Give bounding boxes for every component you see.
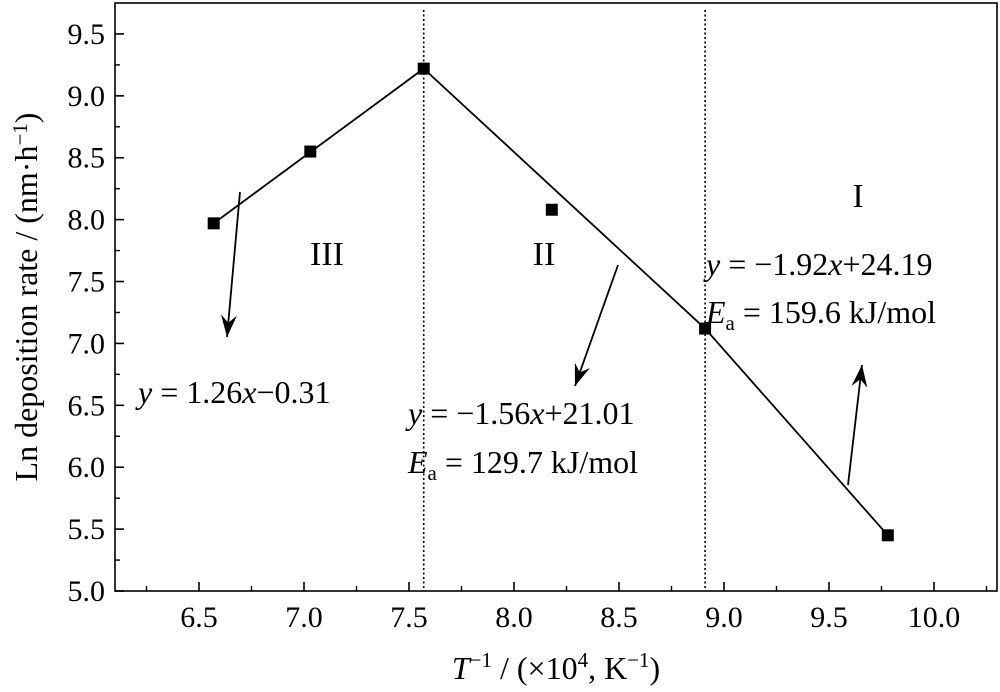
data-points: [207, 62, 894, 542]
y-tick-label: 7.5: [68, 266, 106, 299]
arrow-iii-head: [220, 314, 237, 337]
plot-frame: [114, 2, 998, 592]
y-tick-label: 6.0: [68, 451, 106, 484]
region-label-ii: II: [533, 236, 556, 273]
x-tick-label: 10.0: [908, 601, 961, 634]
fit-line: [213, 67, 425, 225]
y-tick-label: 8.5: [68, 142, 106, 175]
fit-lines: [213, 67, 889, 536]
x-tick-label: 6.5: [180, 601, 218, 634]
arrow-ii-head: [574, 362, 590, 386]
region-dividers: [422, 10, 706, 591]
data-point: [207, 217, 220, 230]
fit-equation-iii: y = 1.26x−0.31: [135, 374, 331, 410]
fit-equation-i: y = −1.92x+24.19: [703, 246, 933, 282]
data-point: [417, 62, 430, 75]
y-axis-title: Ln deposition rate / (nm·h−1): [8, 113, 44, 482]
arrow-i-head: [851, 365, 868, 388]
x-tick-label: 8.5: [600, 601, 638, 634]
x-tick-label: 8.0: [495, 601, 533, 634]
x-axis-title: T−1 / (×104, K−1): [452, 648, 660, 686]
arrow-ii-shaft: [574, 264, 619, 387]
y-tick-label: 5.0: [68, 575, 106, 608]
x-tick-label: 9.0: [705, 601, 743, 634]
arrow-i-shaft: [847, 364, 863, 486]
region-label-iii: III: [310, 236, 344, 273]
y-tick-label: 6.5: [68, 389, 106, 422]
activation-energy-ii: Ea = 129.7 kJ/mol: [407, 444, 638, 485]
y-tick-label: 5.5: [68, 513, 106, 546]
x-tick-label: 7.5: [390, 601, 428, 634]
y-tick-label: 7.0: [68, 327, 106, 360]
data-point: [304, 145, 317, 158]
data-point: [699, 322, 712, 335]
y-tick-label: 8.0: [68, 204, 106, 237]
y-tick-label: 9.0: [68, 80, 106, 113]
ticks: 6.5 7.0 7.5 8.0 8.5 9.0 9.5 10.0 5.0 5.5 6.0 6.5 7.0…: [68, 18, 988, 634]
data-point: [545, 203, 558, 216]
region-label-i: I: [852, 178, 863, 215]
fit-equation-ii: y = −1.56x+21.01: [405, 395, 635, 431]
data-point: [881, 529, 894, 542]
annotation-arrows: [220, 191, 868, 486]
arrow-iii-shaft: [226, 191, 241, 338]
x-tick-label: 9.5: [810, 601, 848, 634]
y-tick-label: 9.5: [68, 18, 106, 51]
activation-energy-i: Ea = 159.6 kJ/mol: [705, 294, 936, 335]
x-tick-label: 7.0: [285, 601, 323, 634]
fit-line: [423, 67, 706, 330]
fit-line: [704, 327, 889, 536]
